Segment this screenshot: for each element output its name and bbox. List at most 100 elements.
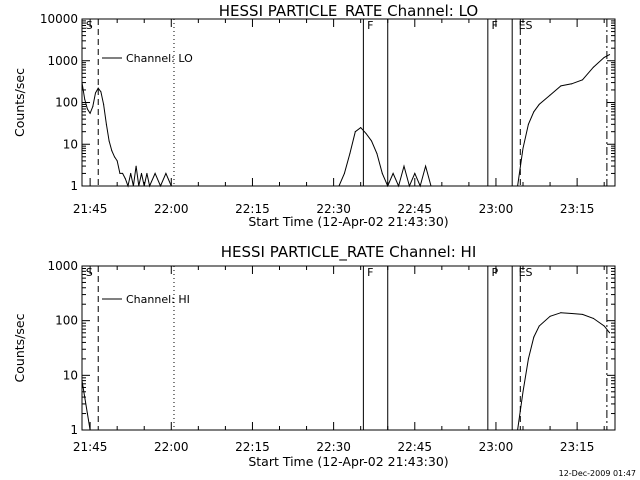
data-point	[430, 185, 432, 187]
data-point	[135, 165, 137, 167]
data-point	[113, 156, 115, 158]
data-point	[84, 98, 86, 100]
y-tick-label: 1	[70, 423, 78, 437]
data-point	[103, 103, 105, 105]
x-tick-label: 23:15	[560, 202, 595, 216]
data-point	[582, 313, 584, 315]
x-tick-label: 23:00	[479, 202, 514, 216]
data-point	[84, 396, 86, 398]
data-point	[592, 317, 594, 319]
data-point	[100, 91, 102, 93]
x-tick-label: 23:15	[560, 440, 595, 454]
x-tick-label: 22:45	[397, 440, 432, 454]
data-point	[143, 185, 145, 187]
chart-panel-2: HESSI PARTICLE_RATE Channel: HI 1 10 100 100…	[12, 243, 616, 469]
data-point	[349, 153, 351, 155]
data-point	[549, 94, 551, 96]
data-point	[81, 82, 83, 84]
data-point	[119, 172, 121, 174]
data-point	[89, 112, 91, 114]
data-point	[527, 123, 529, 125]
y-tick-label: 1000	[47, 54, 78, 68]
chart-panel-1: HESSI PARTICLE_RATE Channel: LO 1 10 100 100…	[12, 2, 616, 229]
data-point	[560, 312, 562, 314]
data-point	[149, 185, 151, 187]
data-point	[603, 56, 605, 58]
data-point	[609, 332, 611, 334]
series-line	[81, 312, 610, 431]
plot-frame	[81, 265, 616, 431]
data-point	[603, 325, 605, 327]
data-point	[419, 185, 421, 187]
data-point	[425, 165, 427, 167]
data-point	[127, 185, 129, 187]
data-point	[527, 358, 529, 360]
data-point	[130, 172, 132, 174]
flag-label: F	[367, 266, 373, 279]
data-point	[538, 103, 540, 105]
data-point	[435, 185, 437, 187]
data-point	[381, 172, 383, 174]
data-point	[338, 185, 340, 187]
x-axis-label: Start Time (12-Apr-02 21:43:30)	[248, 454, 448, 469]
y-tick-label: 10000	[40, 12, 78, 26]
y-tick-label: 100	[55, 96, 78, 110]
data-point	[333, 185, 335, 187]
data-point	[132, 185, 134, 187]
x-tick-label: 22:30	[316, 440, 351, 454]
x-tick-label: 22:00	[154, 440, 189, 454]
data-point	[141, 172, 143, 174]
flag-label: S	[86, 266, 93, 279]
flag-label: ES	[519, 266, 533, 279]
x-tick-label: 21:45	[73, 202, 108, 216]
x-tick-label: 21:45	[73, 440, 108, 454]
data-point	[398, 185, 400, 187]
data-point	[533, 111, 535, 113]
flag-label: F	[367, 19, 373, 32]
y-tick-label: 1	[70, 179, 78, 193]
y-tick-label: 10	[63, 137, 78, 151]
data-point	[86, 108, 88, 110]
chart-title: HESSI PARTICLE_RATE Channel: HI	[221, 243, 477, 262]
data-point	[522, 391, 524, 393]
data-point	[414, 172, 416, 174]
y-axis-label: Counts/sec	[12, 313, 27, 382]
data-point	[165, 172, 167, 174]
data-point	[533, 336, 535, 338]
data-point	[170, 185, 172, 187]
x-tick-label: 22:15	[235, 202, 270, 216]
legend-label: Channel: HI	[126, 293, 190, 306]
y-axis-label: Counts/sec	[12, 68, 27, 137]
plot-frame	[81, 18, 616, 187]
data-point	[154, 172, 156, 174]
data-point	[95, 92, 97, 94]
legend-label: Channel: LO	[126, 52, 193, 65]
data-point	[92, 106, 94, 108]
x-tick-label: 23:00	[479, 440, 514, 454]
data-point	[111, 150, 113, 152]
data-point	[108, 140, 110, 142]
flag-label: S	[86, 19, 93, 32]
y-tick-label: 100	[55, 314, 78, 328]
data-point	[392, 172, 394, 174]
x-tick-label: 22:30	[316, 202, 351, 216]
data-point	[571, 313, 573, 315]
data-point	[146, 172, 148, 174]
data-point	[138, 185, 140, 187]
data-point	[97, 87, 99, 89]
data-point	[538, 325, 540, 327]
data-point	[86, 413, 88, 415]
data-point	[122, 172, 124, 174]
flag-label: ES	[519, 19, 533, 32]
data-point	[89, 429, 91, 431]
data-point	[124, 178, 126, 180]
data-point	[365, 133, 367, 135]
flag-label: P	[492, 266, 499, 279]
data-point	[560, 85, 562, 87]
data-point	[408, 185, 410, 187]
footer-timestamp: 12-Dec-2009 01:47	[559, 469, 636, 478]
data-point	[376, 153, 378, 155]
data-point	[387, 185, 389, 187]
data-point	[592, 66, 594, 68]
data-point	[549, 315, 551, 317]
